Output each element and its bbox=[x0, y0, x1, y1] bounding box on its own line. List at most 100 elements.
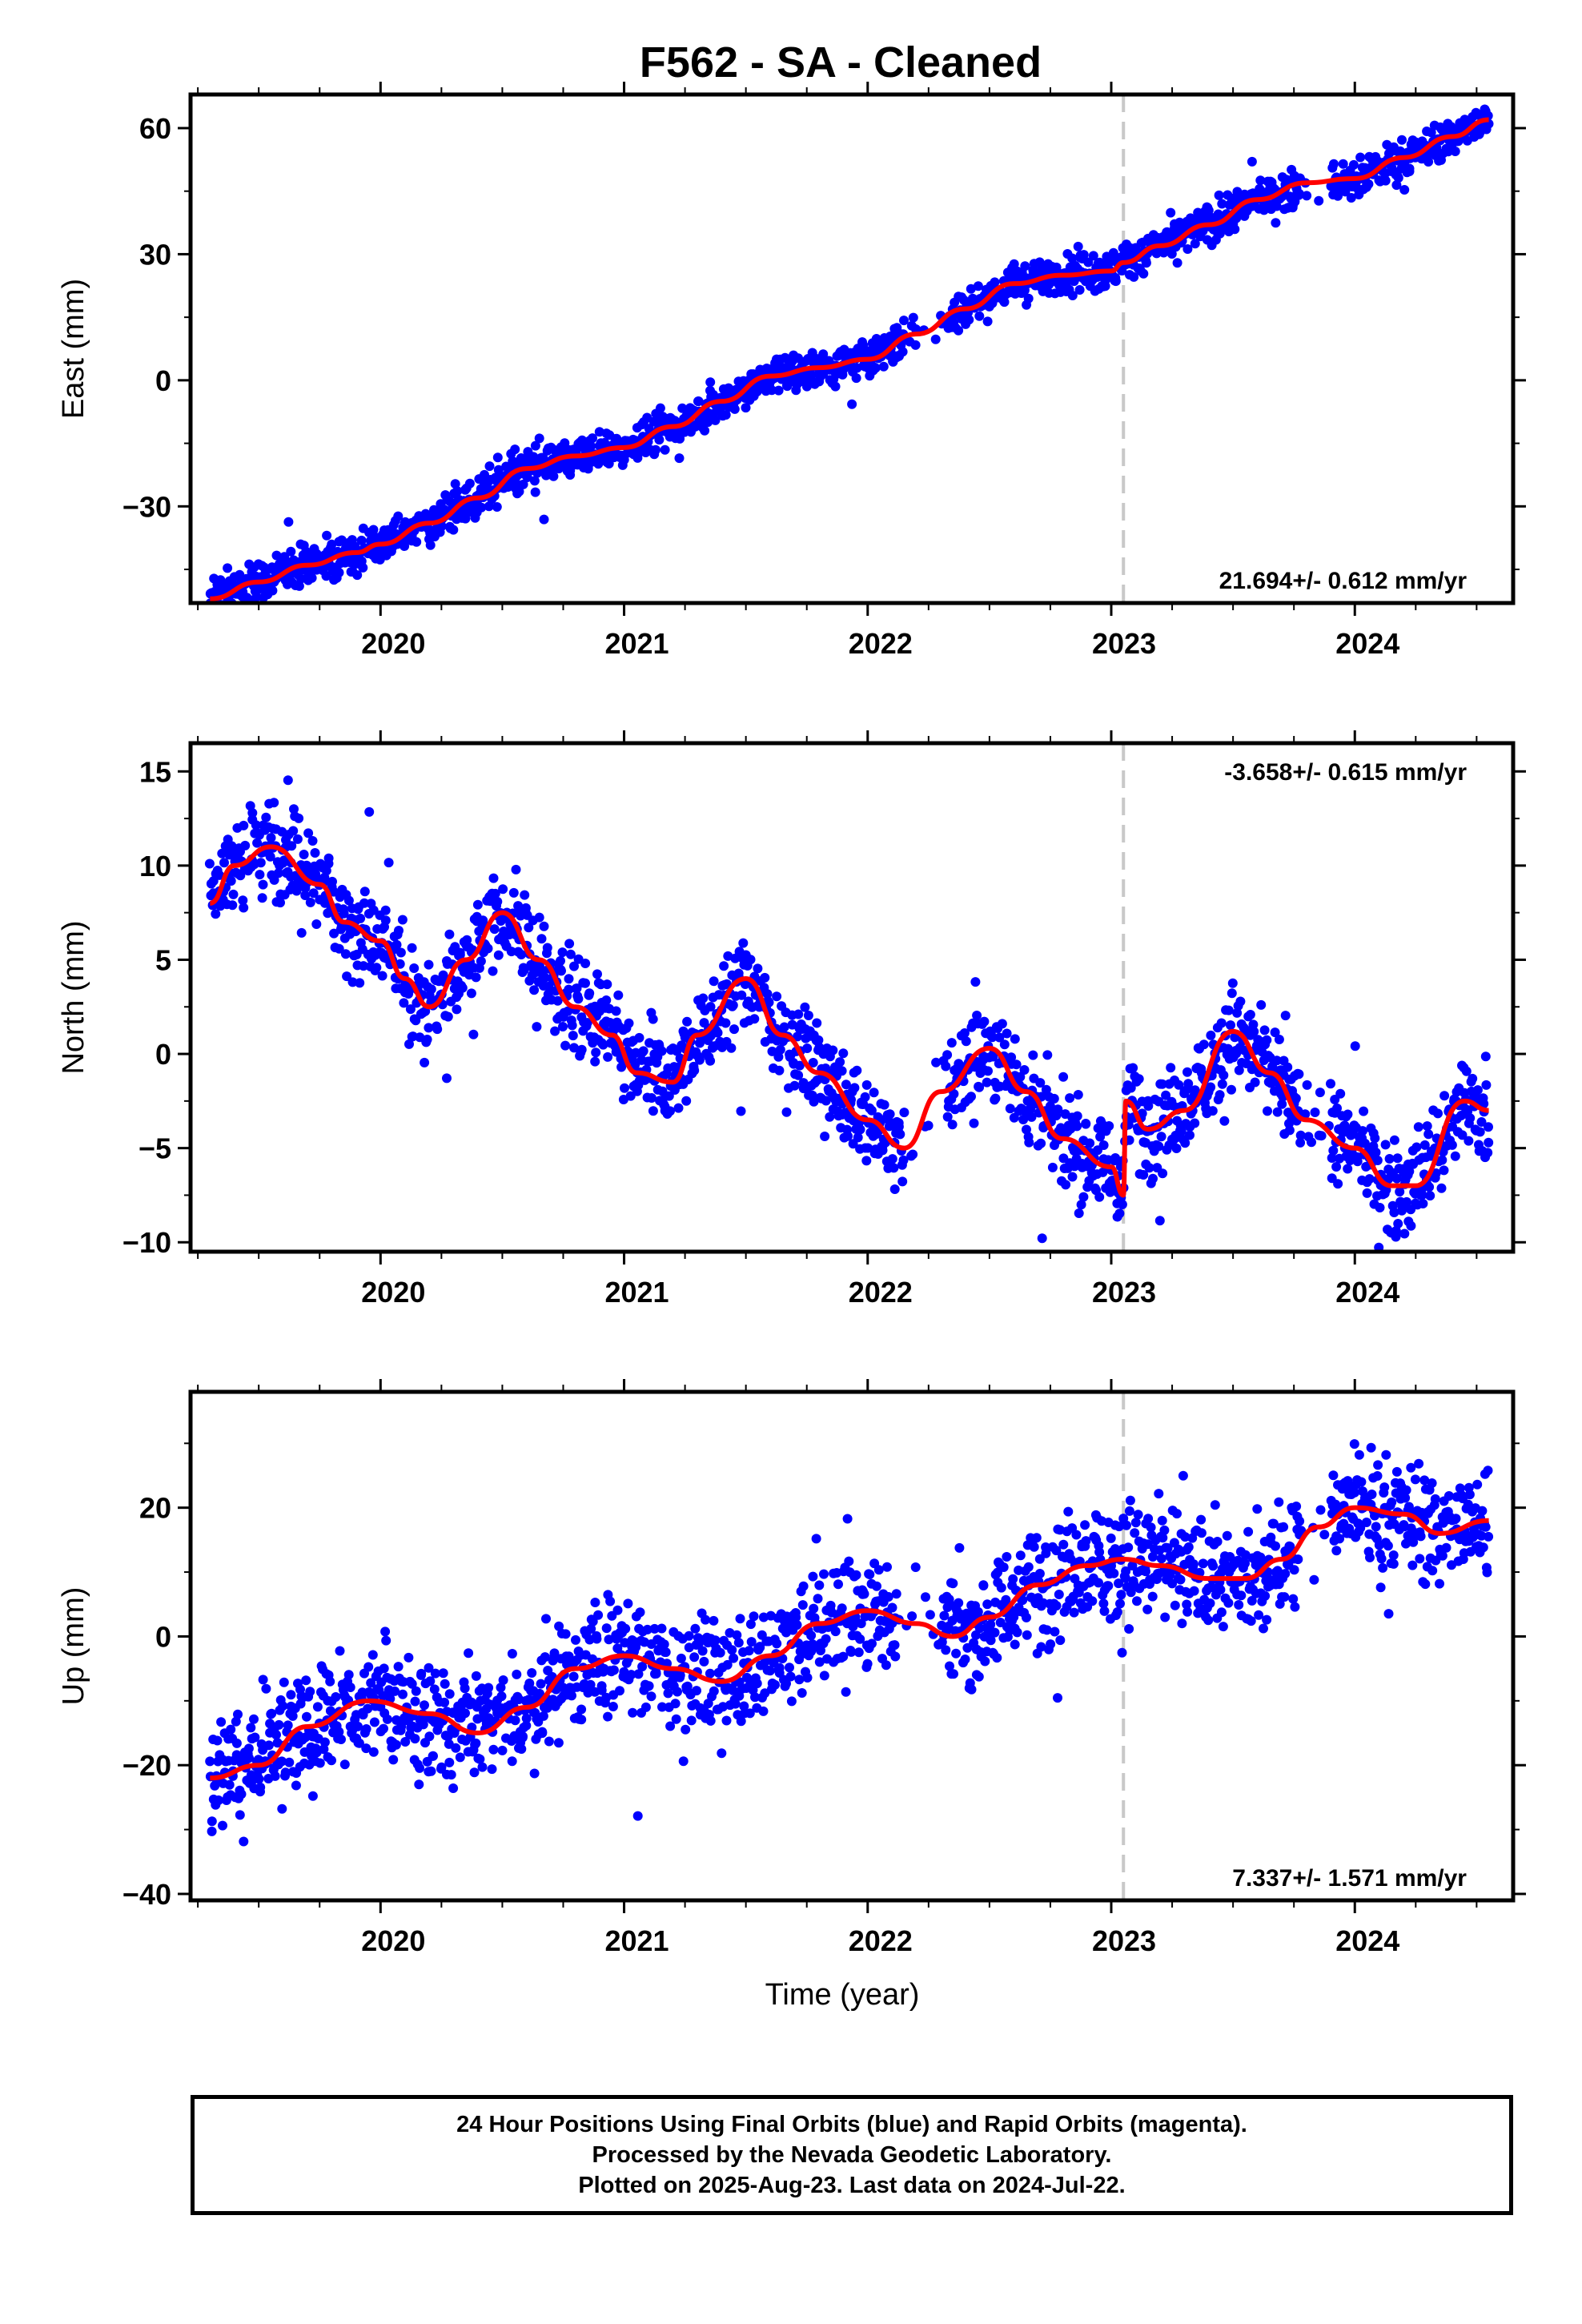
data-point bbox=[721, 1018, 731, 1028]
data-point bbox=[424, 959, 434, 970]
data-point bbox=[407, 943, 417, 953]
data-point bbox=[1051, 1601, 1062, 1611]
data-point bbox=[1036, 1138, 1046, 1148]
data-point bbox=[758, 1706, 769, 1716]
data-point bbox=[580, 959, 591, 968]
x-tick-label: 2021 bbox=[604, 1276, 669, 1309]
data-point bbox=[1122, 1520, 1131, 1530]
data-point bbox=[1391, 180, 1402, 191]
data-point bbox=[852, 1065, 862, 1076]
data-point bbox=[1098, 1598, 1109, 1609]
data-point bbox=[208, 609, 218, 618]
data-point bbox=[1302, 1080, 1312, 1090]
x-tick-label: 2020 bbox=[361, 627, 425, 660]
data-point bbox=[686, 1715, 697, 1726]
data-point bbox=[1417, 1190, 1427, 1200]
data-point bbox=[1099, 1606, 1110, 1616]
data-point bbox=[656, 1046, 667, 1056]
data-point bbox=[1046, 1639, 1056, 1650]
data-point bbox=[1074, 1208, 1084, 1218]
data-point bbox=[946, 1038, 957, 1048]
data-point bbox=[678, 1756, 689, 1767]
data-point bbox=[1315, 1505, 1326, 1515]
data-point bbox=[466, 988, 476, 999]
data-point bbox=[630, 1059, 640, 1070]
data-point bbox=[498, 1675, 508, 1685]
y-tick-label: −20 bbox=[122, 1749, 171, 1782]
data-point bbox=[1133, 1510, 1143, 1520]
data-point bbox=[588, 433, 597, 444]
data-point bbox=[1117, 1647, 1127, 1658]
data-point bbox=[207, 1826, 217, 1836]
data-point bbox=[1126, 1587, 1136, 1598]
data-point bbox=[1404, 1166, 1415, 1176]
data-point bbox=[887, 1602, 897, 1613]
data-point bbox=[255, 858, 266, 868]
data-point bbox=[284, 1757, 295, 1767]
data-point bbox=[1348, 159, 1359, 170]
data-point bbox=[615, 1686, 624, 1696]
data-point bbox=[540, 972, 550, 983]
data-point bbox=[529, 476, 540, 486]
data-point bbox=[216, 1717, 227, 1727]
data-point bbox=[432, 1024, 443, 1035]
data-point bbox=[1114, 1208, 1125, 1219]
data-point bbox=[898, 1155, 909, 1165]
data-point bbox=[239, 820, 249, 830]
data-point bbox=[353, 1721, 363, 1731]
data-point bbox=[303, 828, 314, 838]
data-point bbox=[1372, 1471, 1383, 1481]
data-point bbox=[522, 472, 532, 482]
data-point bbox=[359, 887, 370, 897]
data-point bbox=[550, 1026, 560, 1036]
data-point bbox=[286, 546, 296, 557]
data-point bbox=[1117, 1200, 1127, 1209]
data-point bbox=[227, 841, 237, 851]
data-point bbox=[573, 994, 584, 1004]
data-point bbox=[738, 938, 749, 948]
data-point bbox=[416, 1668, 427, 1679]
data-point bbox=[1350, 1041, 1360, 1051]
data-point bbox=[811, 1534, 821, 1544]
data-point bbox=[959, 1028, 970, 1038]
data-point bbox=[736, 1106, 746, 1116]
data-point bbox=[322, 530, 332, 541]
data-point bbox=[838, 1651, 849, 1662]
data-point bbox=[519, 965, 529, 975]
data-point bbox=[794, 1675, 805, 1685]
data-point bbox=[488, 966, 498, 976]
data-point bbox=[735, 1614, 745, 1624]
data-point bbox=[1372, 1156, 1383, 1165]
data-point bbox=[1206, 1082, 1216, 1092]
data-point bbox=[974, 1082, 985, 1092]
data-point bbox=[1015, 1072, 1026, 1082]
data-point bbox=[674, 453, 685, 464]
data-point bbox=[368, 1747, 379, 1757]
data-point bbox=[877, 1145, 888, 1156]
data-point bbox=[1359, 1106, 1369, 1116]
data-point bbox=[1480, 1051, 1491, 1062]
data-point bbox=[404, 1039, 414, 1049]
data-point bbox=[1415, 1531, 1426, 1542]
data-point bbox=[560, 1040, 571, 1051]
data-point bbox=[830, 1626, 841, 1637]
data-point bbox=[425, 540, 436, 550]
data-point bbox=[592, 1634, 602, 1644]
data-point bbox=[966, 1684, 977, 1695]
data-point bbox=[1172, 258, 1182, 268]
data-point bbox=[1295, 1130, 1306, 1140]
data-point bbox=[1018, 1595, 1028, 1606]
data-point bbox=[692, 1686, 701, 1696]
data-point bbox=[542, 943, 552, 953]
data-point bbox=[603, 1711, 613, 1722]
data-point bbox=[379, 1663, 389, 1674]
data-point bbox=[1406, 1220, 1416, 1231]
data-point bbox=[878, 361, 889, 372]
data-point bbox=[1095, 1132, 1106, 1142]
data-point bbox=[1002, 1552, 1012, 1562]
data-point bbox=[1219, 1070, 1229, 1080]
data-point bbox=[239, 903, 249, 913]
y-axis-label: Up (mm) bbox=[57, 1587, 90, 1706]
data-point bbox=[1380, 175, 1391, 186]
data-point bbox=[307, 836, 318, 846]
